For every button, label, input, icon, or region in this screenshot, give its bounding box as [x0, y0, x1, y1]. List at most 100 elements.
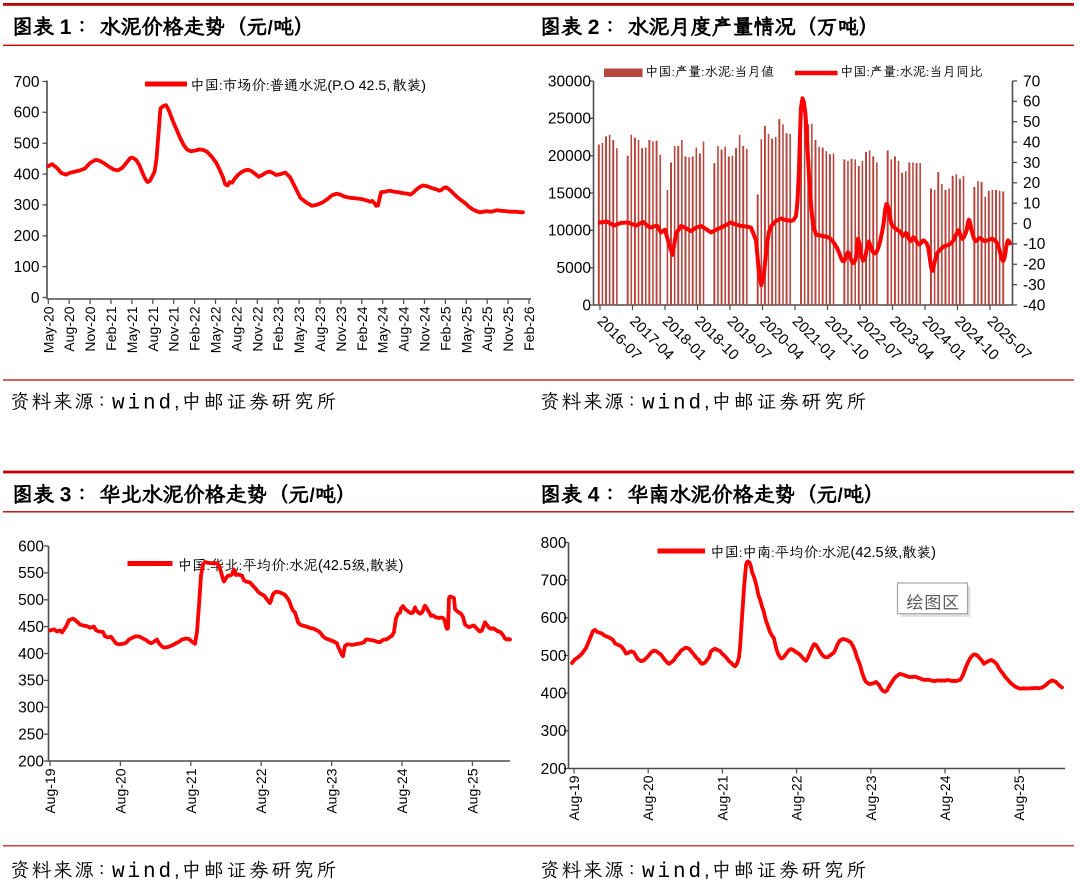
svg-text:-20: -20 — [1023, 257, 1046, 274]
svg-text:Aug-20: Aug-20 — [61, 306, 77, 351]
svg-text:400: 400 — [541, 686, 567, 703]
svg-text:Feb-24: Feb-24 — [354, 306, 370, 351]
svg-text::: : — [867, 67, 870, 79]
svg-text:10: 10 — [1023, 196, 1041, 213]
svg-text:200: 200 — [18, 753, 44, 770]
svg-text::: : — [731, 67, 734, 79]
svg-text:30000: 30000 — [548, 73, 591, 90]
svg-text::: : — [701, 67, 704, 79]
svg-text:20000: 20000 — [548, 148, 591, 165]
svg-text:Nov-25: Nov-25 — [500, 306, 516, 351]
svg-text:-10: -10 — [1023, 236, 1046, 253]
svg-text:500: 500 — [14, 136, 40, 153]
svg-text:800: 800 — [541, 535, 567, 552]
svg-text:15000: 15000 — [548, 185, 591, 202]
svg-text:50: 50 — [1023, 114, 1041, 131]
svg-text:,: , — [898, 545, 902, 561]
svg-text::: : — [266, 79, 269, 93]
svg-text::: : — [239, 559, 242, 573]
svg-text:30: 30 — [1023, 155, 1041, 172]
svg-text:300: 300 — [18, 700, 44, 717]
svg-text:200: 200 — [541, 761, 567, 778]
svg-text:May-23: May-23 — [291, 306, 307, 353]
svg-text:May-21: May-21 — [124, 306, 140, 353]
svg-text:3: 3 — [60, 484, 72, 507]
svg-text:,: , — [174, 860, 180, 882]
svg-text:25000: 25000 — [548, 111, 591, 128]
svg-text:(42.5: (42.5 — [318, 558, 351, 574]
svg-text:0: 0 — [31, 290, 40, 307]
svg-text:0: 0 — [582, 297, 591, 314]
svg-text:wind: wind — [112, 393, 174, 416]
svg-text:Aug-25: Aug-25 — [479, 306, 495, 351]
svg-text:10000: 10000 — [548, 223, 591, 240]
svg-text:Nov-21: Nov-21 — [166, 306, 182, 351]
svg-text:Aug-21: Aug-21 — [714, 775, 730, 820]
svg-text:Aug-24: Aug-24 — [937, 775, 953, 820]
svg-text:70: 70 — [1023, 73, 1041, 90]
svg-text:wind: wind — [112, 861, 174, 884]
svg-text:60: 60 — [1023, 94, 1041, 111]
svg-text:): ) — [931, 545, 936, 561]
svg-text:Nov-23: Nov-23 — [333, 306, 349, 351]
svg-text:/: / — [310, 486, 316, 507]
svg-text:Aug-22: Aug-22 — [253, 768, 269, 813]
svg-text:5000: 5000 — [557, 260, 592, 277]
svg-text:600: 600 — [14, 105, 40, 122]
svg-text:Aug-22: Aug-22 — [228, 306, 244, 351]
svg-text:Nov-20: Nov-20 — [82, 306, 98, 351]
svg-text::: : — [771, 546, 774, 560]
svg-text:Aug-21: Aug-21 — [183, 768, 199, 813]
svg-text:4: 4 — [588, 484, 600, 507]
svg-text:500: 500 — [18, 592, 44, 609]
svg-text:wind: wind — [642, 861, 704, 884]
svg-text:-30: -30 — [1023, 277, 1046, 294]
svg-text:Aug-20: Aug-20 — [640, 775, 656, 820]
svg-text::: : — [219, 79, 222, 93]
svg-text:Aug-19: Aug-19 — [566, 775, 582, 820]
svg-text:,: , — [366, 558, 370, 574]
svg-text:Aug-23: Aug-23 — [312, 306, 328, 351]
svg-text:Aug-25: Aug-25 — [1011, 775, 1027, 820]
svg-text:300: 300 — [14, 197, 40, 214]
svg-text:Nov-22: Nov-22 — [249, 306, 265, 351]
svg-text:Feb-26: Feb-26 — [521, 306, 537, 351]
svg-text:550: 550 — [18, 565, 44, 582]
svg-text:Feb-25: Feb-25 — [437, 306, 453, 351]
svg-text:/: / — [838, 486, 844, 507]
svg-text:1: 1 — [60, 16, 72, 39]
svg-text:-40: -40 — [1023, 297, 1046, 314]
svg-text:Aug-19: Aug-19 — [42, 768, 58, 813]
svg-text:Aug-24: Aug-24 — [394, 768, 410, 813]
svg-text::: : — [672, 67, 675, 79]
svg-text:May-25: May-25 — [458, 306, 474, 353]
svg-text:600: 600 — [541, 610, 567, 627]
svg-text::: : — [207, 559, 210, 573]
svg-text:Aug-22: Aug-22 — [789, 775, 805, 820]
svg-text:(42.5: (42.5 — [851, 545, 884, 561]
svg-text:wind: wind — [642, 393, 704, 416]
svg-text:Aug-25: Aug-25 — [464, 768, 480, 813]
svg-text:40: 40 — [1023, 134, 1041, 151]
svg-text:600: 600 — [18, 538, 44, 555]
svg-text::: : — [286, 559, 289, 573]
svg-text:700: 700 — [541, 572, 567, 589]
svg-text:,: , — [704, 391, 710, 413]
svg-text:250: 250 — [18, 726, 44, 743]
svg-text:,: , — [704, 860, 710, 882]
svg-text::: : — [818, 546, 821, 560]
svg-text:0: 0 — [1023, 216, 1032, 233]
svg-text:): ) — [399, 558, 404, 574]
svg-text:700: 700 — [14, 74, 40, 91]
svg-text::: : — [896, 67, 899, 79]
svg-text:): ) — [421, 78, 426, 94]
svg-text::: : — [926, 67, 929, 79]
svg-text:2: 2 — [588, 16, 600, 39]
svg-text:200: 200 — [14, 228, 40, 245]
svg-text:May-20: May-20 — [40, 306, 56, 353]
svg-text:,: , — [174, 391, 180, 413]
svg-text:Aug-23: Aug-23 — [324, 768, 340, 813]
svg-text:/: / — [268, 18, 274, 39]
svg-text:100: 100 — [14, 259, 40, 276]
svg-text:Feb-22: Feb-22 — [187, 306, 203, 351]
